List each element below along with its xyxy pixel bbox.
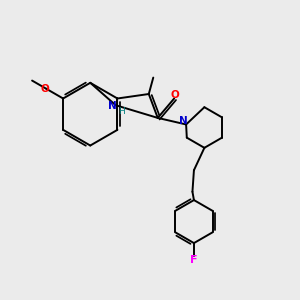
Text: F: F xyxy=(190,255,198,265)
Text: O: O xyxy=(40,84,49,94)
Text: O: O xyxy=(170,90,179,100)
Text: N: N xyxy=(179,116,188,126)
Text: H: H xyxy=(118,107,124,116)
Text: N: N xyxy=(108,101,116,111)
